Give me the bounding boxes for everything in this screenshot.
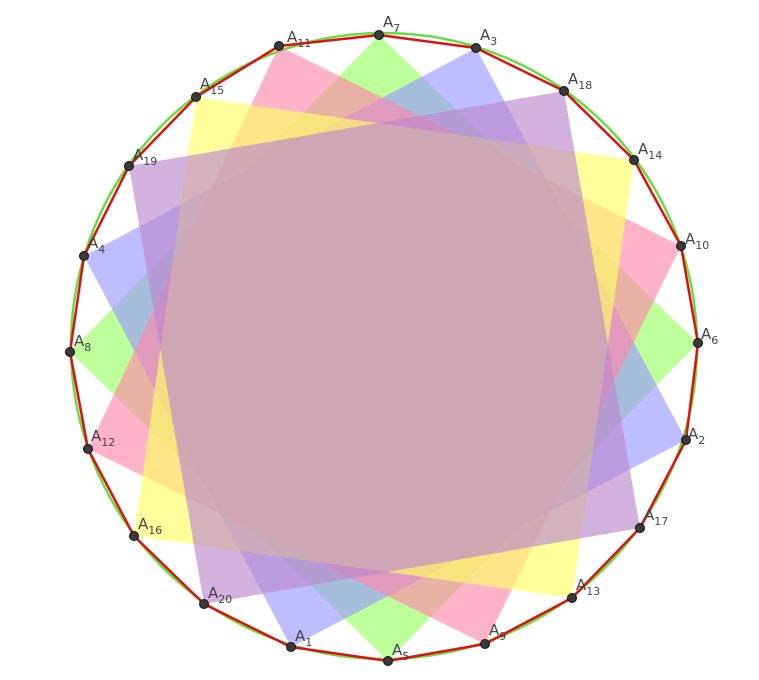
vertex-A19 — [124, 161, 134, 171]
vertex-label-A7: A7 — [383, 13, 400, 35]
vertex-A14 — [629, 155, 639, 165]
vertex-label-A20: A20 — [208, 584, 232, 606]
vertex-A16 — [129, 531, 139, 541]
vertex-A15 — [191, 92, 201, 102]
vertex-label-A1: A1 — [295, 627, 312, 649]
square-layer — [70, 35, 698, 661]
vertex-label-A10: A10 — [685, 230, 709, 252]
vertex-label-A2: A2 — [688, 425, 705, 447]
vertex-label-layer: A1 A2 A3 A4 A5 A6 A7 A8 A9 A10 A11 A12 A13 A14 A15 A16 A… — [74, 13, 718, 663]
vertex-label-A5: A5 — [392, 641, 409, 663]
vertex-label-A9: A9 — [489, 621, 506, 643]
vertex-A10 — [676, 241, 686, 251]
vertex-A20 — [199, 599, 209, 609]
vertex-label-A14: A14 — [638, 140, 662, 162]
vertex-A6 — [693, 338, 703, 348]
vertex-A13 — [567, 593, 577, 603]
vertex-A11 — [274, 41, 284, 51]
vertex-A2 — [681, 435, 691, 445]
vertex-label-A19: A19 — [133, 146, 157, 168]
vertex-A3 — [471, 43, 481, 53]
vertex-label-A16: A16 — [138, 515, 162, 537]
vertex-label-A6: A6 — [701, 325, 718, 347]
vertex-label-A13: A13 — [576, 576, 600, 598]
vertex-layer — [65, 30, 703, 666]
vertex-A5 — [383, 656, 393, 666]
vertex-A1 — [286, 642, 296, 652]
vertex-label-A18: A18 — [568, 70, 592, 92]
square-A17-A18-A19-A20 — [129, 91, 640, 604]
vertex-label-A4: A4 — [88, 234, 105, 256]
vertex-A7 — [374, 30, 384, 40]
vertex-label-A3: A3 — [480, 26, 497, 48]
vertex-label-A12: A12 — [91, 427, 115, 449]
vertex-A18 — [559, 86, 569, 96]
vertex-A17 — [635, 523, 645, 533]
vertex-A8 — [65, 347, 75, 357]
vertex-A12 — [83, 444, 93, 454]
vertex-label-A17: A17 — [644, 506, 668, 528]
vertex-label-A15: A15 — [200, 75, 224, 97]
vertex-label-A11: A11 — [287, 28, 311, 50]
vertex-A4 — [79, 251, 89, 261]
vertex-A9 — [480, 639, 490, 649]
vertex-label-A8: A8 — [74, 332, 91, 354]
